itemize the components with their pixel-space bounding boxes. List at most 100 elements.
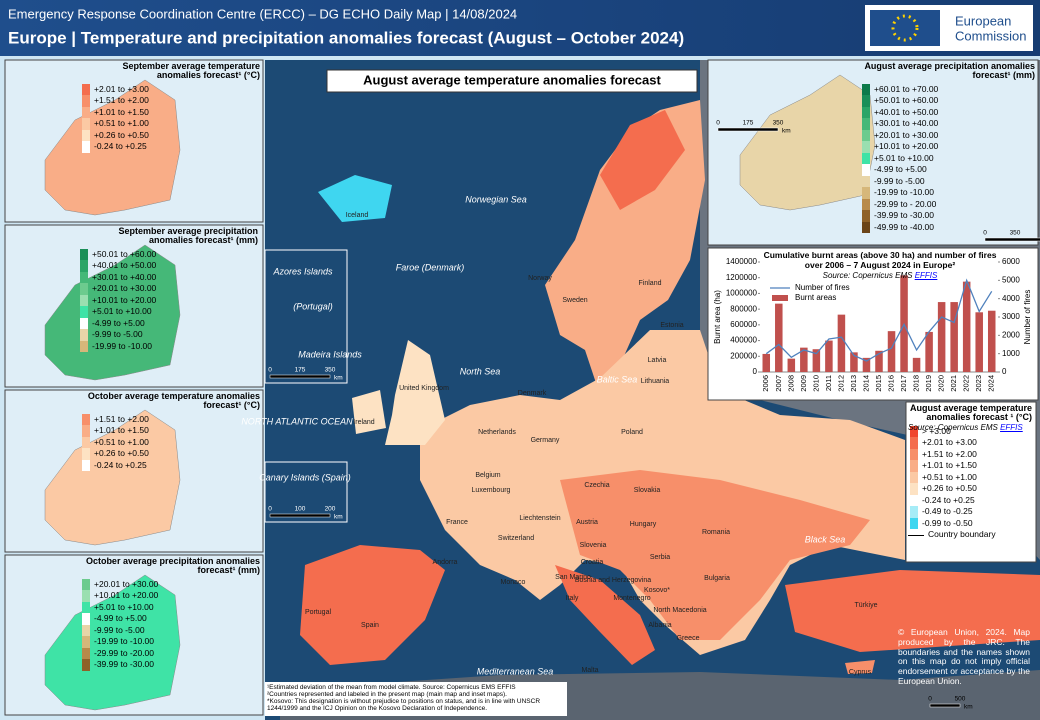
legend-row: +20.01 to +30.00 [862, 129, 1035, 142]
bar [862, 357, 871, 372]
country-label: Montenegro [613, 595, 650, 602]
bar [837, 314, 846, 372]
legend-row: +0.51 to +1.00 [82, 436, 260, 449]
legend-row: +60.01 to +70.00 [862, 83, 1035, 96]
x-tick-label: 2008 [786, 375, 795, 392]
bar [912, 357, 921, 372]
country-label: Poland [621, 429, 643, 436]
legend: August average temperature anomalies for… [908, 403, 1032, 541]
country-label: Kosovo* [644, 587, 670, 594]
country-label: Malta [581, 667, 598, 674]
legend-label: +60.01 to +70.00 [874, 83, 939, 94]
legend-row: +1.51 to +2.00 [82, 95, 260, 107]
ireland [352, 390, 386, 434]
balkans-hot [560, 470, 870, 640]
legend-row: +40.01 to +50.00 [80, 260, 258, 272]
scale-tick: 500 [955, 696, 966, 703]
country-label: Portugal [305, 609, 332, 616]
legend-label: -4.99 to +5.00 [92, 317, 145, 328]
legend-row: -39.99 to -30.00 [862, 210, 1035, 222]
y-tick-label: 1400000 [726, 257, 758, 266]
legend-swatch [910, 494, 918, 507]
sea-label: (Portugal) [293, 301, 333, 311]
legend-row: +1.51 to +2.00 [82, 413, 260, 426]
legend-label: +30.01 to +40.00 [874, 118, 939, 129]
scale-tick: 100 [295, 506, 306, 513]
scale-tick: 350 [1010, 230, 1021, 237]
bar [887, 331, 896, 372]
sea-label: NORTH ATLANTIC OCEAN [241, 416, 353, 426]
country-label: Bulgaria [704, 575, 730, 582]
sea-label: Black Sea [805, 534, 846, 544]
legend-row: -49.99 to -40.00 [862, 221, 1035, 234]
legend: October average temperature anomalies fo… [80, 391, 260, 472]
bar [787, 358, 796, 372]
logo-text: Commission [955, 28, 1027, 43]
legend-row: +20.01 to +30.00 [80, 283, 258, 295]
legend-row: -0.49 to -0.25 [910, 506, 1032, 518]
y-tick-label: 600000 [730, 320, 757, 329]
country-label: Italy [566, 595, 579, 602]
country-label: Austria [576, 519, 598, 526]
iceland [318, 175, 392, 222]
legend-swatch [82, 448, 90, 460]
country-label: Ireland [353, 419, 375, 426]
y-tick-label: 200000 [730, 351, 757, 360]
legend-label: +40.01 to +50.00 [874, 106, 939, 117]
y-tick-label: 1200000 [726, 273, 758, 282]
legend-label: +0.26 to +0.50 [922, 483, 977, 494]
footnotes: ¹Estimated deviation of the mean from mo… [267, 684, 567, 713]
scale-unit: km [782, 128, 791, 135]
boundary-swatch [908, 534, 924, 536]
x-tick-label: 2007 [774, 375, 783, 392]
legend-row: -0.24 to +0.25 [910, 494, 1032, 507]
scale-tick: 175 [743, 120, 754, 127]
legend-swatch [82, 659, 90, 671]
legend-row: +0.26 to +0.50 [82, 129, 260, 142]
header-title: Europe | Temperature and precipitation a… [8, 28, 684, 47]
source-link: EFFIS [1000, 422, 1023, 432]
sea-label: Madeira Islands [298, 349, 362, 359]
legend-row: -0.24 to +0.25 [82, 141, 260, 153]
scale-bar [717, 127, 779, 132]
legend-swatch [82, 425, 90, 437]
legend-swatch [82, 118, 90, 130]
y2-tick-label: 0 [1002, 367, 1007, 376]
legend-label: -0.49 to -0.25 [922, 506, 973, 517]
country-label: Germany [531, 437, 560, 444]
legend-label: -0.24 to +0.25 [94, 459, 147, 470]
legend-row: +10.01 to +20.00 [862, 141, 1035, 153]
legend-row: +10.01 to +20.00 [82, 590, 260, 602]
legend-label: +10.01 to +20.00 [874, 141, 939, 152]
copyright: © European Union, 2024. Map produced by … [898, 627, 1030, 686]
legend-list: > +3.00 +2.01 to +3.00 +1.51 to +2.00 +1.01… [910, 425, 1032, 530]
sea-label: Azores Islands [272, 266, 333, 276]
country-label: Belgium [475, 472, 500, 479]
azores-inset [264, 249, 348, 384]
x-tick-label: 2024 [987, 375, 996, 392]
legend: August average precipitation anomalies f… [860, 61, 1035, 234]
country-label: North Macedonia [653, 607, 706, 614]
sea-label: Canary Islands (Spain) [259, 472, 351, 482]
footnote: *Kosovo: This designation is without pre… [267, 698, 541, 713]
legend-swatch [862, 210, 870, 222]
legend-label: +1.51 to +2.00 [94, 413, 149, 424]
country-label: Norway [528, 275, 552, 282]
country-label: Luxembourg [472, 487, 511, 494]
legend-swatch [82, 413, 90, 426]
cyprus [845, 660, 875, 674]
legend-title: September average temperature anomalies … [122, 61, 260, 81]
x-tick-label: 2023 [974, 375, 983, 392]
country-label: Latvia [648, 357, 667, 364]
legend-swatch [82, 129, 90, 142]
iberia [300, 545, 445, 665]
scale-tick: 0 [716, 120, 720, 127]
legend-title: August average precipitation anomalies f… [864, 61, 1035, 81]
legend-row: +50.01 to +60.00 [80, 248, 258, 261]
legend-row: -19.99 to -10.00 [80, 340, 258, 353]
legend-label: > +3.00 [922, 425, 951, 436]
legend-swatch [910, 460, 918, 472]
bar [987, 310, 996, 372]
legend-swatch [80, 271, 88, 284]
x-tick-label: 2018 [912, 375, 921, 392]
